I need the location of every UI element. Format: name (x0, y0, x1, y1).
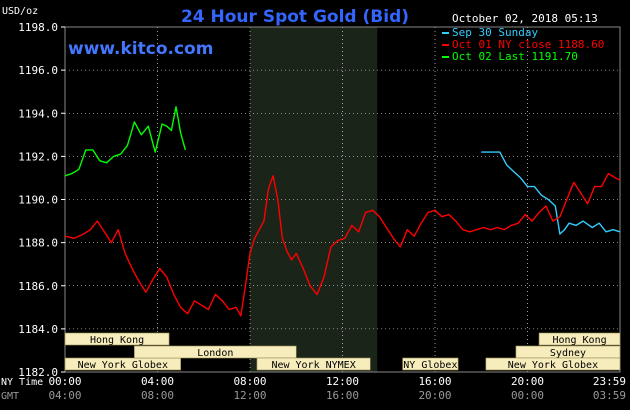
session-bar (485, 357, 621, 371)
chart-title: 24 Hour Spot Gold (Bid) (181, 7, 409, 27)
series-line (64, 106, 186, 177)
time-row-label: GMT (1, 391, 19, 402)
x-tick-label: 08:00 (141, 389, 174, 402)
time-row-label: NY Time (1, 377, 43, 388)
y-tick-label: 1194.0 (18, 107, 58, 120)
session-bar (64, 357, 181, 371)
series-line (64, 172, 621, 317)
session-label: New York Globex (78, 360, 168, 371)
y-tick-label: 1186.0 (18, 280, 58, 293)
y-tick-label: 1190.0 (18, 194, 58, 207)
y-axis-label: USD/oz (2, 6, 38, 17)
legend-entry: Sep 30 Sunday (452, 26, 538, 39)
y-tick-label: 1184.0 (18, 323, 58, 336)
session-bar (402, 357, 459, 371)
y-tick-label: 1198.0 (18, 21, 58, 34)
session-label: Hong Kong (552, 335, 606, 346)
x-tick-label: 12:00 (326, 375, 359, 388)
watermark-text: www.kitco.com (68, 39, 213, 59)
session-bar (64, 332, 170, 346)
session-label: London (197, 348, 233, 359)
x-tick-label: 03:59 (593, 389, 626, 402)
session-label: NY Globex (403, 360, 457, 371)
session-bar (256, 357, 371, 371)
x-tick-label: 20:00 (418, 389, 451, 402)
x-tick-label: 23:59 (593, 375, 626, 388)
y-tick-label: 1182.0 (18, 366, 58, 379)
timestamp: October 02, 2018 05:13 (452, 12, 598, 25)
session-label: Sydney (550, 348, 586, 359)
x-tick-label: 12:00 (233, 389, 266, 402)
x-tick-label: 00:00 (511, 389, 544, 402)
y-tick-label: 1188.0 (18, 237, 58, 250)
x-tick-label: 20:00 (511, 375, 544, 388)
y-tick-label: 1192.0 (18, 150, 58, 163)
x-tick-label: 04:00 (141, 375, 174, 388)
x-tick-label: 16:00 (418, 375, 451, 388)
legend-entry: Oct 02 Last 1191.70 (452, 50, 578, 63)
x-tick-label: 00:00 (48, 375, 81, 388)
session-bar (538, 332, 621, 346)
legend-entry: Oct 01 NY close 1188.60 (452, 38, 604, 51)
session-bar (134, 345, 297, 359)
x-tick-label: 16:00 (326, 389, 359, 402)
y-tick-label: 1196.0 (18, 64, 58, 77)
session-label: New York NYMEX (271, 360, 355, 371)
x-tick-label: 04:00 (48, 389, 81, 402)
x-tick-label: 08:00 (233, 375, 266, 388)
session-label: New York Globex (508, 360, 598, 371)
series-line (481, 151, 621, 235)
session-label: Hong Kong (90, 335, 144, 346)
